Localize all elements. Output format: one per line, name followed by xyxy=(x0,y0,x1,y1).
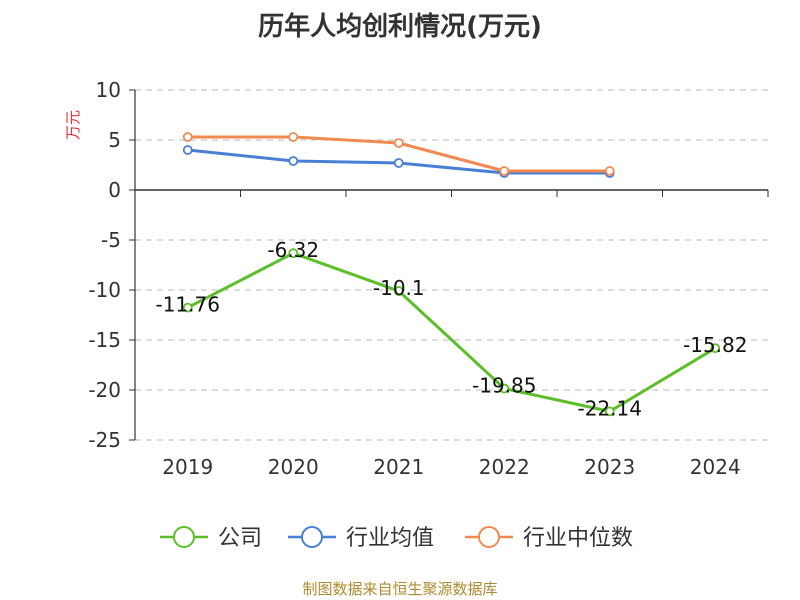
x-tick-label-2021: 2021 xyxy=(373,455,424,479)
source-note: 制图数据来自恒生聚源数据库 xyxy=(302,580,498,598)
tick-labels: 10 5 0 -5 -10 -15 -20 -25 2019 2020 2021 2022 2023 20… xyxy=(88,78,740,479)
data-label: -22.14 xyxy=(578,396,642,420)
y-tick-label: -15 xyxy=(88,328,121,352)
y-tick-label: -5 xyxy=(101,228,121,252)
x-tick-label-2023: 2023 xyxy=(584,455,635,479)
data-point-0-3 xyxy=(499,383,510,394)
data-point-0-0 xyxy=(182,302,193,313)
data-point-2-3 xyxy=(499,166,510,176)
data-label: -10.1 xyxy=(373,276,425,300)
legend-swatch-marker xyxy=(173,526,195,548)
legend-swatch-marker xyxy=(301,526,323,548)
y-tick-label: 5 xyxy=(108,128,121,152)
data-point-2-1 xyxy=(288,132,299,142)
data-point-1-1 xyxy=(288,156,299,166)
legend-swatch-marker xyxy=(478,526,500,548)
x-tick-label-2019: 2019 xyxy=(162,455,213,479)
data-point-0-5 xyxy=(710,343,721,354)
x-tick-label-2024: 2024 xyxy=(690,455,741,479)
legend: 公司 行业均值 行业中位数 xyxy=(160,526,633,551)
y-axis-unit-label: 万元 xyxy=(64,110,82,140)
data-point-1-0 xyxy=(182,145,193,155)
data-point-2-4 xyxy=(604,166,615,176)
data-label: -6.32 xyxy=(267,238,319,262)
series-lines xyxy=(182,132,721,417)
data-point-1-2 xyxy=(393,158,404,168)
series-line-0 xyxy=(187,251,717,413)
data-labels: -11.76 -6.32 -10.1 -19.85 -22.14 -15.82 xyxy=(156,238,748,420)
data-label: -19.85 xyxy=(472,374,536,398)
legend-label: 行业均值 xyxy=(346,526,434,551)
data-point-0-2 xyxy=(393,286,404,296)
y-tick-label: -20 xyxy=(88,378,121,402)
axes xyxy=(129,89,769,441)
legend-label: 公司 xyxy=(218,526,262,551)
data-label: -11.76 xyxy=(156,293,220,317)
legend-label: 行业中位数 xyxy=(523,526,633,551)
grid-lines xyxy=(135,89,768,441)
y-tick-label: -10 xyxy=(88,278,121,302)
x-tick-label-2020: 2020 xyxy=(268,455,319,479)
y-tick-label: -25 xyxy=(88,428,121,452)
data-point-2-2 xyxy=(393,138,404,148)
data-point-0-1 xyxy=(288,248,299,259)
y-tick-label: 0 xyxy=(108,178,121,202)
data-label: -15.82 xyxy=(683,333,747,357)
chart-title: 历年人均创利情况(万元) xyxy=(258,12,542,42)
data-point-2-0 xyxy=(182,132,193,142)
data-point-0-4 xyxy=(604,406,615,417)
y-tick-label: 10 xyxy=(96,78,121,102)
x-tick-label-2022: 2022 xyxy=(479,455,530,479)
